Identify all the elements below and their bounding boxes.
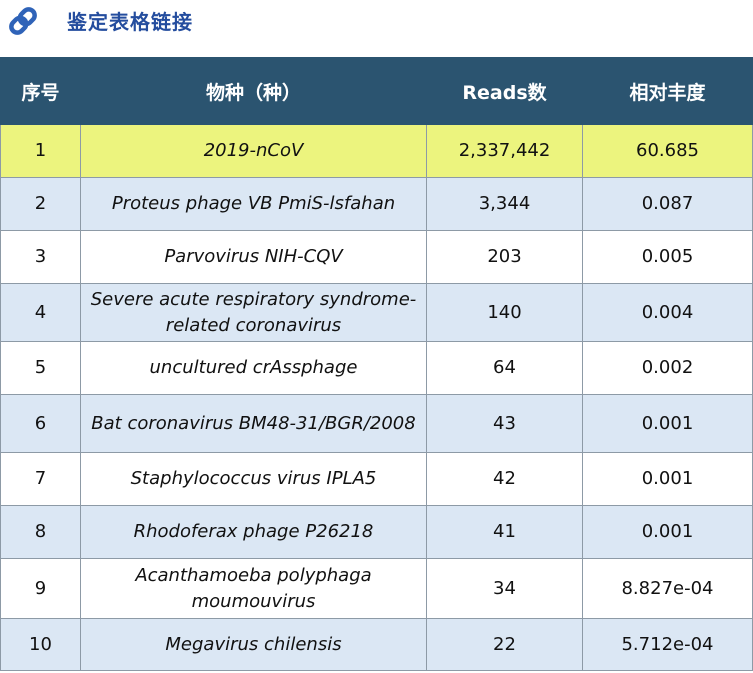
cell-reads: 41 xyxy=(426,505,583,559)
cell-abundance: 0.001 xyxy=(582,394,753,453)
table-row: 3 Parvovirus NIH-CQV 203 0.005 xyxy=(0,230,753,284)
cell-species: uncultured crAssphage xyxy=(80,341,427,395)
cell-reads: 3,344 xyxy=(426,177,583,231)
cell-abundance: 0.001 xyxy=(582,505,753,559)
cell-reads: 2,337,442 xyxy=(426,124,583,178)
cell-species: Parvovirus NIH-CQV xyxy=(80,230,427,284)
cell-reads: 64 xyxy=(426,341,583,395)
column-header-abundance: 相对丰度 xyxy=(582,57,753,125)
cell-species: 2019-nCoV xyxy=(80,124,427,178)
column-header-species: 物种（种） xyxy=(80,57,427,125)
cell-species: Severe acute respiratory syndrome-relate… xyxy=(80,283,427,342)
cell-abundance: 0.087 xyxy=(582,177,753,231)
cell-no: 1 xyxy=(0,124,81,178)
table-row: 9 Acanthamoeba polyphaga moumouvirus 34 … xyxy=(0,558,753,619)
table-row: 6 Bat coronavirus BM48-31/BGR/2008 43 0.… xyxy=(0,394,753,453)
table-row: 4 Severe acute respiratory syndrome-rela… xyxy=(0,283,753,342)
identification-table: 序号 物种（种） Reads数 相对丰度 1 2019-nCoV 2,337,4… xyxy=(0,57,753,671)
cell-reads: 22 xyxy=(426,618,583,671)
cell-reads: 42 xyxy=(426,452,583,506)
cell-species: Staphylococcus virus IPLA5 xyxy=(80,452,427,506)
table-row: 5 uncultured crAssphage 64 0.002 xyxy=(0,341,753,395)
table-row: 1 2019-nCoV 2,337,442 60.685 xyxy=(0,124,753,178)
cell-species: Proteus phage VB PmiS-lsfahan xyxy=(80,177,427,231)
cell-no: 3 xyxy=(0,230,81,284)
cell-no: 10 xyxy=(0,618,81,671)
column-header-no: 序号 xyxy=(0,57,81,125)
cell-no: 6 xyxy=(0,394,81,453)
cell-reads: 43 xyxy=(426,394,583,453)
cell-species: Megavirus chilensis xyxy=(80,618,427,671)
cell-species: Bat coronavirus BM48-31/BGR/2008 xyxy=(80,394,427,453)
cell-no: 8 xyxy=(0,505,81,559)
page-title: 鉴定表格链接 xyxy=(67,10,193,34)
cell-abundance: 60.685 xyxy=(582,124,753,178)
cell-abundance: 0.004 xyxy=(582,283,753,342)
cell-abundance: 8.827e-04 xyxy=(582,558,753,619)
cell-no: 5 xyxy=(0,341,81,395)
page-header: 鉴定表格链接 xyxy=(0,0,753,44)
cell-abundance: 5.712e-04 xyxy=(582,618,753,671)
cell-abundance: 0.005 xyxy=(582,230,753,284)
table-row: 7 Staphylococcus virus IPLA5 42 0.001 xyxy=(0,452,753,506)
cell-no: 2 xyxy=(0,177,81,231)
table-row: 10 Megavirus chilensis 22 5.712e-04 xyxy=(0,618,753,671)
table-row: 2 Proteus phage VB PmiS-lsfahan 3,344 0.… xyxy=(0,177,753,231)
cell-no: 7 xyxy=(0,452,81,506)
cell-reads: 203 xyxy=(426,230,583,284)
link-icon xyxy=(6,4,40,38)
cell-abundance: 0.001 xyxy=(582,452,753,506)
cell-species: Rhodoferax phage P26218 xyxy=(80,505,427,559)
cell-reads: 140 xyxy=(426,283,583,342)
cell-no: 4 xyxy=(0,283,81,342)
cell-reads: 34 xyxy=(426,558,583,619)
cell-species: Acanthamoeba polyphaga moumouvirus xyxy=(80,558,427,619)
table-row: 8 Rhodoferax phage P26218 41 0.001 xyxy=(0,505,753,559)
column-header-reads: Reads数 xyxy=(426,57,583,125)
table-header-row: 序号 物种（种） Reads数 相对丰度 xyxy=(0,57,753,125)
cell-no: 9 xyxy=(0,558,81,619)
cell-abundance: 0.002 xyxy=(582,341,753,395)
